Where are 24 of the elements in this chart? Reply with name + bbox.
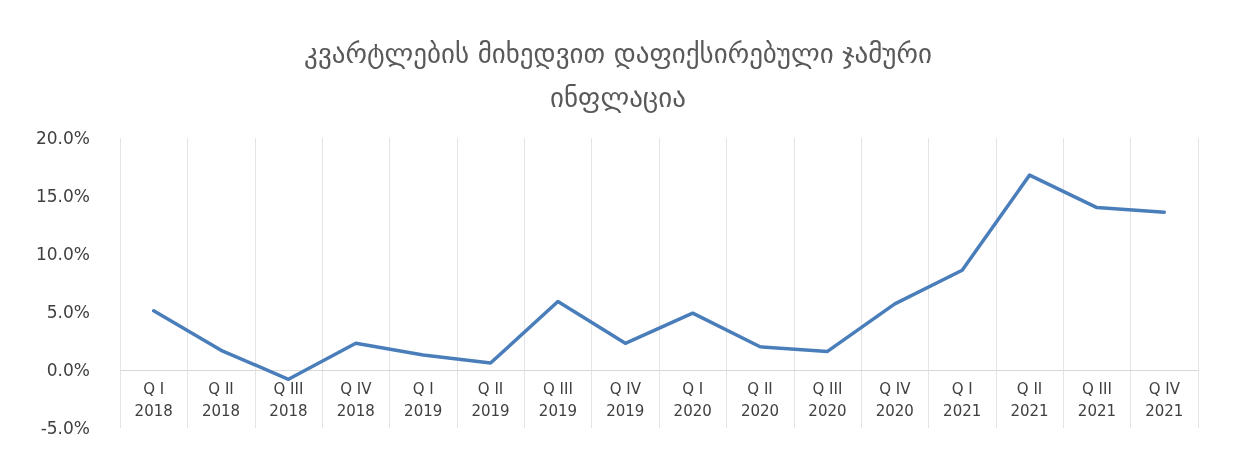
line-series	[151, 173, 1167, 382]
x-tick-label: Q II 2019	[471, 380, 510, 420]
x-tick-label: Q II 2018	[201, 380, 241, 420]
x-tick-label: Q III 2019	[538, 380, 578, 420]
x-tick-label: Q III 2021	[1077, 380, 1117, 420]
x-tick-label: Q I 2020	[673, 380, 712, 420]
x-tick-label: Q III 2020	[808, 380, 847, 420]
x-tick-label: Q IV 2018	[336, 380, 375, 420]
y-tick-label: 0.0%	[46, 360, 90, 380]
y-tick-label: 20.0%	[35, 128, 90, 148]
x-tick-label: Q I 2018	[134, 380, 173, 420]
y-tick-label: 15.0%	[35, 186, 90, 206]
y-tick-label: 10.0%	[35, 244, 90, 264]
x-tick-label: Q I 2021	[943, 380, 982, 420]
y-tick-label: -5.0%	[40, 418, 90, 438]
x-tick-label: Q I 2019	[404, 380, 443, 420]
y-tick-label: 5.0%	[46, 302, 90, 322]
x-tick-label: Q II 2021	[1010, 380, 1049, 420]
x-tick-label: Q IV 2020	[875, 380, 914, 420]
x-tick-label: Q III 2018	[269, 380, 308, 420]
x-tick-label: Q IV 2019	[606, 380, 645, 420]
x-tick-label: Q II 2020	[740, 380, 780, 420]
chart-title: კვარტლების მიხედვით დაფიქსირებული ჯამური ინფლაცია	[304, 37, 932, 113]
x-tick-label: Q IV 2021	[1145, 380, 1184, 420]
